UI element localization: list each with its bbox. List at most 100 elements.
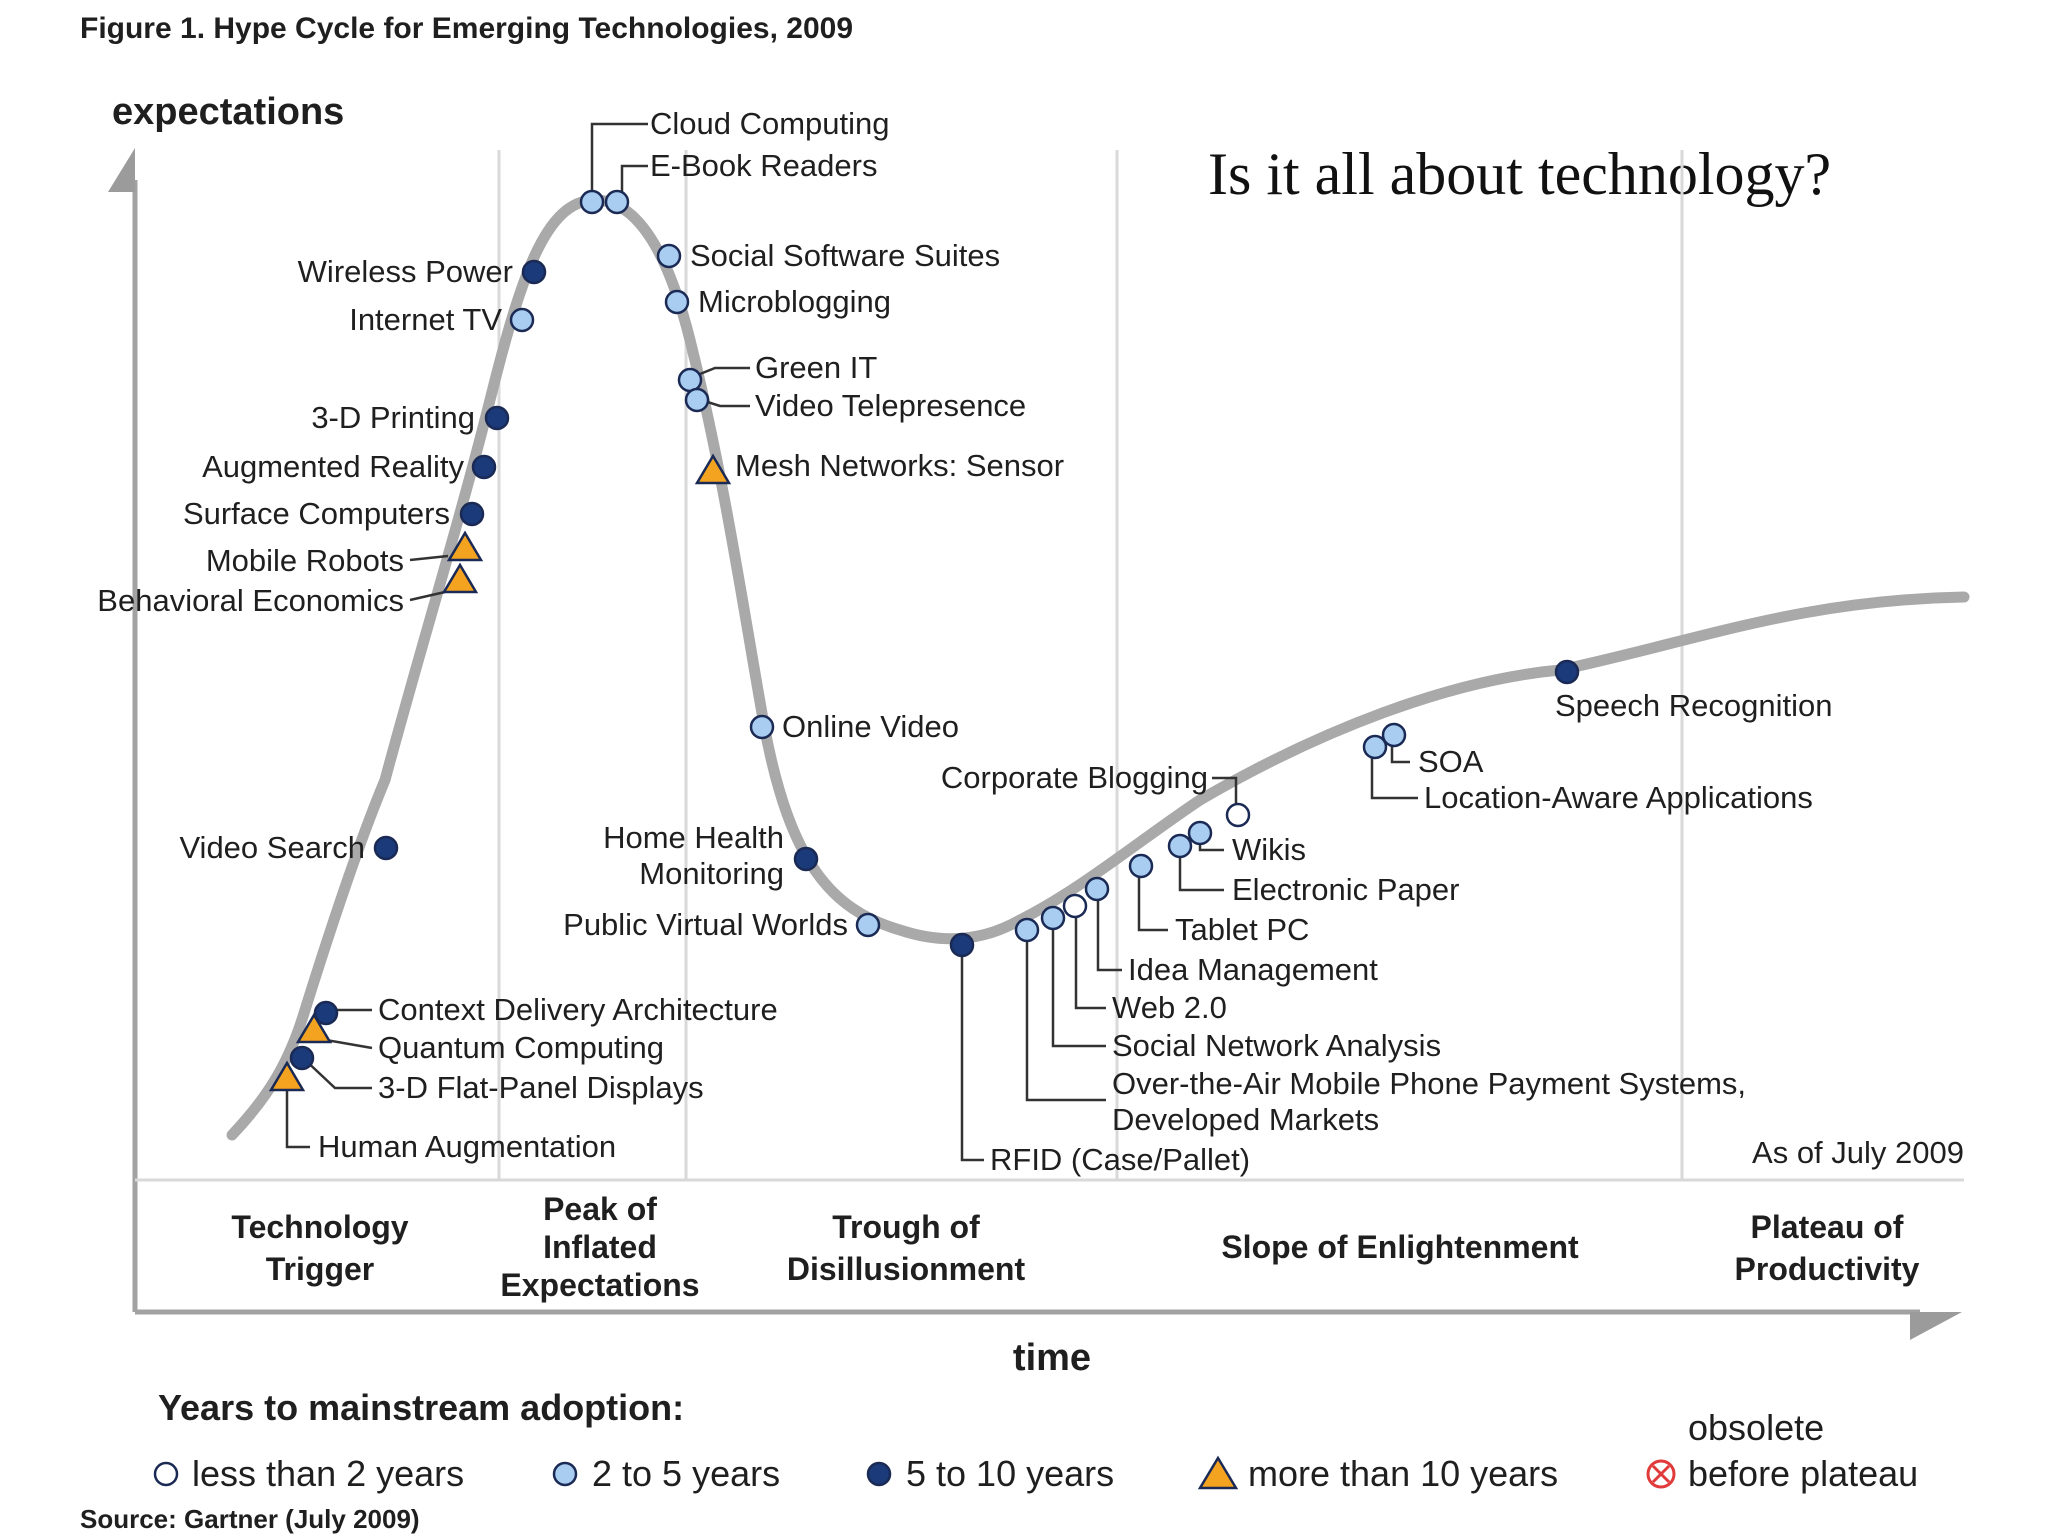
marker-web20 <box>1062 893 1088 919</box>
marker-behavioral-economics <box>441 562 479 594</box>
leader-cloud-computing <box>590 122 648 196</box>
label-ebook-readers: E-Book Readers <box>650 148 877 183</box>
label-web20: Web 2.0 <box>1112 990 1227 1025</box>
phase-trough: Trough of Disillusionment <box>787 1209 1026 1287</box>
marker-surface-computers <box>459 501 485 527</box>
label-home-health-1: Home Health <box>603 820 784 855</box>
legend-label-gt10: more than 10 years <box>1248 1453 1558 1494</box>
label-behavioral-economics: Behavioral Economics <box>97 583 404 618</box>
marker-video-telepresence <box>684 387 710 413</box>
legend-label-5to10: 5 to 10 years <box>906 1453 1114 1494</box>
marker-social-software-suites <box>656 243 682 269</box>
marker-rfid <box>949 932 975 958</box>
marker-context-delivery <box>313 1000 339 1026</box>
label-surface-computers: Surface Computers <box>183 496 450 531</box>
legend-marker-gt10 <box>1197 1455 1239 1490</box>
label-soa: SOA <box>1418 744 1484 779</box>
legend-label-lt2: less than 2 years <box>192 1453 464 1494</box>
marker-3d-printing <box>484 405 510 431</box>
marker-green-it <box>677 367 703 393</box>
leader-corporate-blogging <box>1212 776 1238 810</box>
marker-social-network-analysis <box>1040 905 1066 931</box>
label-video-telepresence: Video Telepresence <box>755 388 1026 423</box>
x-axis-label: time <box>1013 1337 1091 1379</box>
marker-online-video <box>749 714 775 740</box>
label-microblogging: Microblogging <box>698 284 891 319</box>
label-3d-printing: 3-D Printing <box>311 400 475 435</box>
as-of-label: As of July 2009 <box>1752 1135 1964 1170</box>
leader-ota-payments <box>1025 929 1106 1102</box>
label-cloud-computing: Cloud Computing <box>650 106 890 141</box>
legend-label-obsolete-1: obsolete <box>1688 1407 1824 1448</box>
label-online-video: Online Video <box>782 709 959 744</box>
marker-corporate-blogging <box>1225 802 1251 828</box>
marker-soa <box>1362 734 1388 760</box>
legend-label-2to5: 2 to 5 years <box>592 1453 780 1494</box>
leader-social-network-analysis <box>1051 917 1106 1048</box>
marker-public-virtual-worlds <box>855 912 881 938</box>
label-social-network-analysis: Social Network Analysis <box>1112 1028 1441 1063</box>
marker-ebook-readers <box>604 189 630 215</box>
label-mesh-networks: Mesh Networks: Sensor <box>735 448 1064 483</box>
phase-technology-trigger: Technology Trigger <box>231 1209 408 1287</box>
leader-human-augmentation <box>285 1082 310 1149</box>
marker-video-search <box>373 835 399 861</box>
leader-tablet-pc <box>1137 867 1168 932</box>
legend-marker-lt2 <box>153 1461 179 1487</box>
label-augmented-reality: Augmented Reality <box>202 449 464 484</box>
y-axis-arrow <box>108 148 135 192</box>
hype-curve <box>226 194 1970 1141</box>
label-mobile-robots: Mobile Robots <box>206 543 404 578</box>
marker-human-augmentation <box>268 1060 306 1092</box>
label-ota-payments-2: Developed Markets <box>1112 1102 1379 1137</box>
label-flat-panel: 3-D Flat-Panel Displays <box>378 1070 704 1105</box>
marker-mobile-robots <box>446 530 484 562</box>
axes <box>108 148 1964 1340</box>
phase-peak: Peak of Inflated Expectations <box>500 1191 699 1303</box>
marker-quantum-computing <box>295 1012 333 1044</box>
marker-speech-recognition <box>1554 659 1580 685</box>
marker-tablet-pc <box>1128 853 1154 879</box>
marker-home-health <box>793 846 819 872</box>
marker-wireless-power <box>521 259 547 285</box>
label-corporate-blogging: Corporate Blogging <box>941 760 1208 795</box>
leader-location-aware <box>1370 745 1418 800</box>
legend: Years to mainstream adoption: less than … <box>153 1387 1918 1494</box>
marker-cloud-computing <box>579 189 605 215</box>
label-wikis: Wikis <box>1232 832 1306 867</box>
marker-augmented-reality <box>471 454 497 480</box>
marker-idea-management <box>1084 876 1110 902</box>
y-axis-label: expectations <box>112 91 344 133</box>
marker-mesh-networks <box>694 453 732 485</box>
leader-rfid <box>960 943 984 1162</box>
marker-microblogging <box>664 289 690 315</box>
label-human-augmentation: Human Augmentation <box>318 1129 616 1164</box>
label-rfid: RFID (Case/Pallet) <box>990 1142 1250 1177</box>
overlay-question: Is it all about technology? <box>1208 141 1831 207</box>
label-idea-management: Idea Management <box>1128 952 1378 987</box>
phase-labels: Technology Trigger Peak of Inflated Expecta… <box>231 1191 1919 1303</box>
phase-slope: Slope of Enlightenment <box>1221 1229 1579 1265</box>
leader-electronic-paper <box>1178 845 1224 892</box>
technology-markers <box>268 189 1580 1092</box>
leader-behavioral-economics <box>409 590 446 602</box>
label-context-delivery: Context Delivery Architecture <box>378 992 778 1027</box>
marker-ota-payments <box>1014 917 1040 943</box>
legend-title: Years to mainstream adoption: <box>158 1387 684 1428</box>
label-speech-recognition: Speech Recognition <box>1555 688 1832 723</box>
leader-idea-management <box>1096 890 1122 972</box>
label-green-it: Green IT <box>755 350 877 385</box>
label-public-virtual-worlds: Public Virtual Worlds <box>563 907 848 942</box>
label-wireless-power: Wireless Power <box>298 254 513 289</box>
legend-marker-5to10 <box>866 1461 892 1487</box>
phase-plateau: Plateau of Productivity <box>1735 1209 1920 1287</box>
leader-flat-panel <box>301 1056 372 1090</box>
leader-web20 <box>1074 903 1106 1010</box>
marker-internet-tv <box>509 307 535 333</box>
label-location-aware: Location-Aware Applications <box>1424 780 1813 815</box>
label-internet-tv: Internet TV <box>349 302 502 337</box>
legend-label-obsolete-2: before plateau <box>1688 1453 1918 1494</box>
legend-marker-obsolete <box>1646 1459 1676 1489</box>
label-social-software-suites: Social Software Suites <box>690 238 1000 273</box>
marker-flat-panel <box>289 1045 315 1071</box>
